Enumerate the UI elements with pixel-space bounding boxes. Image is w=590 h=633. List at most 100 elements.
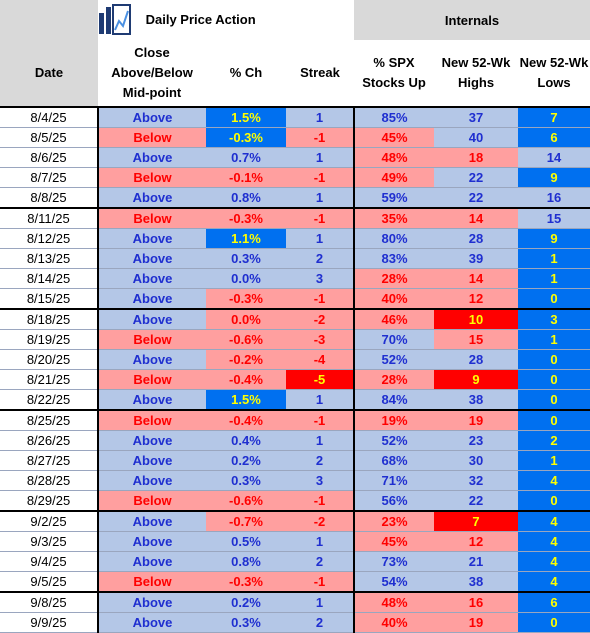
col-header-spx-up: % SPX Stocks Up (354, 40, 434, 108)
new-highs-cell: 14 (434, 207, 518, 229)
table-row: 9/5/25 Below -0.3% -1 54% 38 4 (0, 571, 590, 593)
table-row: 8/7/25 Below -0.1% -1 49% 22 9 (0, 167, 590, 188)
spx-up-cell: 19% (353, 409, 434, 431)
new-lows-cell: 16 (518, 187, 590, 209)
pct-change-cell: 0.8% (206, 551, 286, 572)
new-lows-cell: 4 (518, 571, 590, 593)
streak-cell: -1 (286, 207, 354, 229)
spx-up-cell: 46% (353, 308, 434, 330)
new-highs-cell: 10 (434, 308, 518, 330)
date-cell: 8/11/25 (0, 207, 99, 229)
streak-cell: -2 (286, 308, 354, 330)
date-cell: 9/9/25 (0, 612, 99, 633)
pct-change-cell: 0.8% (206, 187, 286, 209)
streak-cell: 1 (286, 591, 354, 613)
new-highs-cell: 30 (434, 450, 518, 471)
close-cell: Above (98, 389, 206, 411)
close-cell: Below (98, 409, 206, 431)
daily-price-action-header: Daily Price Action (98, 0, 354, 40)
new-lows-cell: 0 (518, 409, 590, 431)
new-highs-cell: 15 (434, 329, 518, 350)
table-row: 8/29/25 Below -0.6% -1 56% 22 0 (0, 490, 590, 512)
date-cell: 8/6/25 (0, 147, 99, 168)
table-row: 8/26/25 Above 0.4% 1 52% 23 2 (0, 430, 590, 451)
streak-cell: -1 (286, 571, 354, 593)
close-cell: Above (98, 268, 206, 289)
spx-up-cell: 52% (353, 349, 434, 370)
date-cell: 8/7/25 (0, 167, 99, 188)
spx-up-cell: 45% (353, 531, 434, 552)
table-row: 8/25/25 Below -0.4% -1 19% 19 0 (0, 409, 590, 431)
corner-cell (0, 0, 98, 40)
new-lows-cell: 9 (518, 228, 590, 249)
new-highs-cell: 28 (434, 349, 518, 370)
new-lows-cell: 15 (518, 207, 590, 229)
new-highs-cell: 12 (434, 288, 518, 310)
streak-cell: 1 (286, 147, 354, 168)
new-highs-cell: 22 (434, 490, 518, 512)
spx-up-cell: 52% (353, 430, 434, 451)
date-cell: 8/18/25 (0, 308, 99, 330)
close-cell: Above (98, 591, 206, 613)
close-cell: Above (98, 107, 206, 128)
new-highs-cell: 19 (434, 409, 518, 431)
new-lows-cell: 6 (518, 591, 590, 613)
date-cell: 9/2/25 (0, 510, 99, 532)
table-row: 8/11/25 Below -0.3% -1 35% 14 15 (0, 207, 590, 229)
new-lows-cell: 0 (518, 349, 590, 370)
close-cell: Above (98, 450, 206, 471)
col-header-pct-change: % Ch (206, 40, 286, 108)
close-cell: Above (98, 147, 206, 168)
new-lows-cell: 6 (518, 127, 590, 148)
new-lows-cell: 7 (518, 107, 590, 128)
pct-change-cell: 1.5% (206, 389, 286, 411)
new-highs-cell: 12 (434, 531, 518, 552)
table-row: 8/21/25 Below -0.4% -5 28% 9 0 (0, 369, 590, 390)
date-cell: 9/3/25 (0, 531, 99, 552)
pct-change-cell: 1.5% (206, 107, 286, 128)
col-header-new-lows: New 52-Wk Lows (518, 40, 590, 108)
new-highs-cell: 23 (434, 430, 518, 451)
spx-up-cell: 73% (353, 551, 434, 572)
new-highs-cell: 37 (434, 107, 518, 128)
streak-cell: -1 (286, 127, 354, 148)
pct-change-cell: -0.3% (206, 571, 286, 593)
new-highs-cell: 7 (434, 510, 518, 532)
pct-change-cell: 0.4% (206, 430, 286, 451)
pct-change-cell: -0.4% (206, 409, 286, 431)
pct-change-cell: 0.3% (206, 248, 286, 269)
close-cell: Below (98, 490, 206, 512)
spx-up-cell: 71% (353, 470, 434, 491)
new-lows-cell: 4 (518, 470, 590, 491)
spx-up-cell: 40% (353, 288, 434, 310)
col-header-new-highs: New 52-Wk Highs (434, 40, 518, 108)
close-cell: Above (98, 308, 206, 330)
spx-up-cell: 85% (353, 107, 434, 128)
new-highs-cell: 14 (434, 268, 518, 289)
new-highs-cell: 22 (434, 167, 518, 188)
date-cell: 8/28/25 (0, 470, 99, 491)
close-cell: Below (98, 167, 206, 188)
date-cell: 8/13/25 (0, 248, 99, 269)
new-highs-cell: 38 (434, 389, 518, 411)
date-cell: 8/8/25 (0, 187, 99, 209)
streak-cell: -4 (286, 349, 354, 370)
spx-up-cell: 28% (353, 268, 434, 289)
streak-cell: -1 (286, 409, 354, 431)
close-cell: Above (98, 612, 206, 633)
table-row: 8/22/25 Above 1.5% 1 84% 38 0 (0, 389, 590, 411)
spx-up-cell: 49% (353, 167, 434, 188)
streak-cell: 1 (286, 228, 354, 249)
spx-up-cell: 40% (353, 612, 434, 633)
new-highs-cell: 39 (434, 248, 518, 269)
table-row: 8/14/25 Above 0.0% 3 28% 14 1 (0, 268, 590, 289)
streak-cell: 2 (286, 551, 354, 572)
new-lows-cell: 3 (518, 308, 590, 330)
date-cell: 8/21/25 (0, 369, 99, 390)
table-row: 9/2/25 Above -0.7% -2 23% 7 4 (0, 510, 590, 532)
table-row: 8/28/25 Above 0.3% 3 71% 32 4 (0, 470, 590, 491)
spx-up-cell: 48% (353, 147, 434, 168)
spx-up-cell: 54% (353, 571, 434, 593)
new-lows-cell: 1 (518, 329, 590, 350)
